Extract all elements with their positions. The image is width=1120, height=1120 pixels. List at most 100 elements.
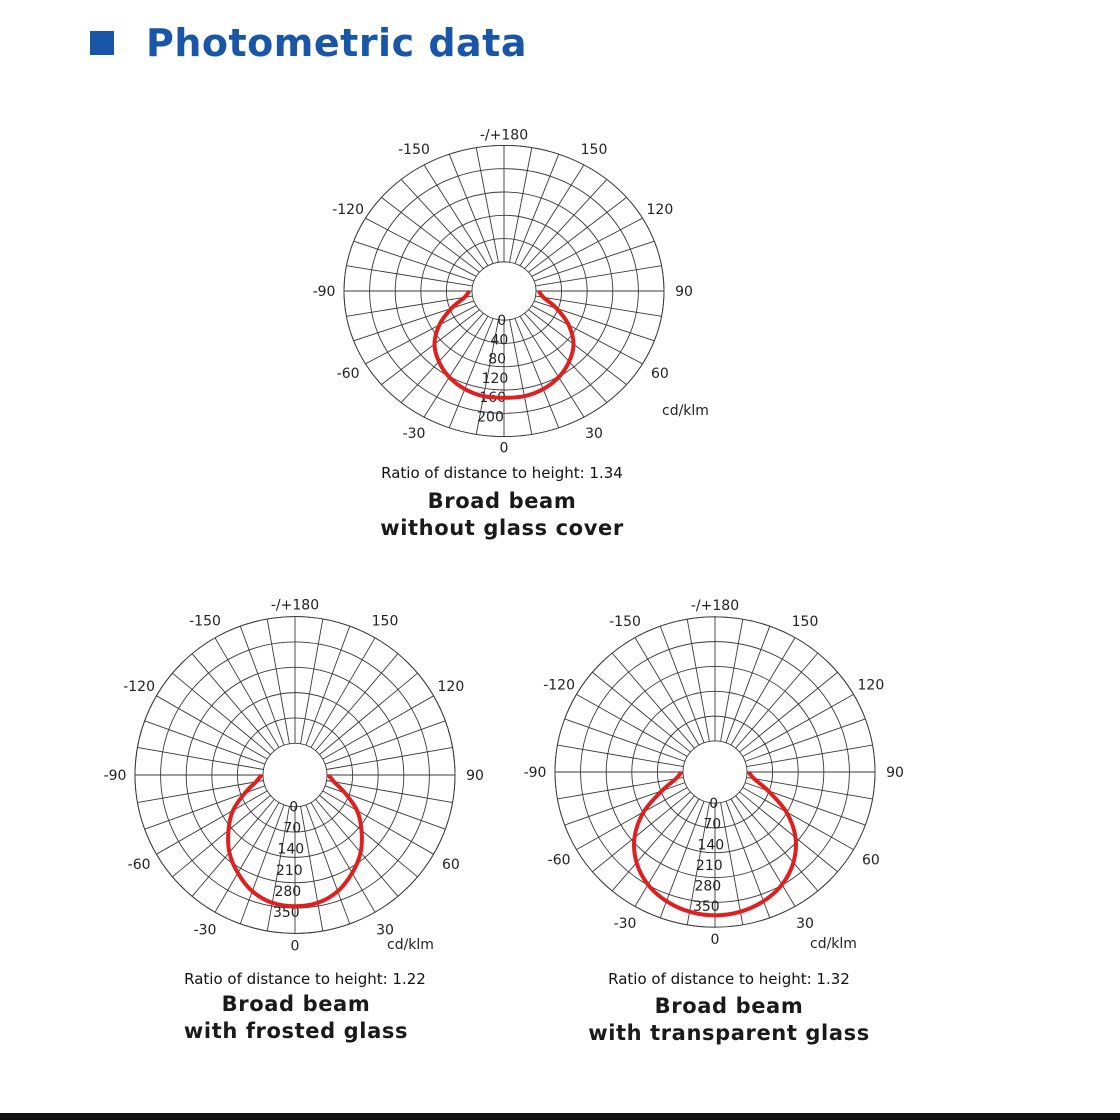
radial-tick-label: 280 (694, 879, 721, 895)
angle-tick-label: -150 (398, 142, 430, 158)
grid-spoke (137, 780, 264, 803)
radial-tick-label: 140 (697, 837, 724, 853)
grid-spoke (191, 653, 275, 752)
radial-tick-label: 200 (477, 409, 504, 425)
grid-spoke (730, 798, 796, 907)
grid-spoke (322, 790, 434, 855)
grid-spoke (746, 744, 873, 768)
angle-tick-label: -60 (548, 852, 571, 868)
chart-caption-line: Broad beam (655, 994, 804, 1018)
grid-spoke (592, 791, 691, 873)
grid-spoke (739, 791, 838, 873)
grid-spoke (353, 240, 475, 282)
grid-spoke (324, 720, 446, 765)
grid-spoke (365, 217, 477, 277)
grid-spoke (533, 240, 655, 282)
angle-tick-label: -30 (614, 916, 637, 932)
angle-tick-label: 120 (438, 679, 465, 695)
grid-spoke (365, 305, 477, 365)
grid-spoke (725, 626, 771, 743)
angle-tick-label: -30 (194, 922, 217, 938)
angle-tick-label: -150 (609, 614, 641, 630)
chart-caption-line: Broad beam (222, 992, 371, 1016)
angle-tick-label: -/+180 (480, 127, 528, 143)
unit-label: cd/klm (387, 937, 434, 953)
angle-tick-label: 90 (886, 765, 904, 781)
grid-spoke (735, 795, 819, 892)
grid-spoke (322, 695, 434, 760)
radial-tick-label: 350 (273, 905, 300, 921)
polar-chart-3: -/+180 150 120 90 60 30 0 -30 -60 -90 -120 -150 0 70 1… (524, 598, 904, 1045)
grid-spoke (509, 319, 533, 435)
angle-tick-label: 120 (858, 678, 885, 694)
grid-spoke (535, 295, 662, 317)
grid-spoke (524, 179, 608, 269)
angle-tick-label: 120 (647, 202, 674, 218)
polar-chart-1: -/+180 150 120 90 60 30 0 -30 -60 -90 -120 -150 0 40 8… (313, 127, 709, 540)
grid-spoke (528, 197, 627, 273)
ratio-text: Ratio of distance to height: 1.34 (381, 464, 623, 482)
grid-ring (471, 261, 537, 321)
grid-spoke (509, 147, 533, 263)
angle-tick-label: -/+180 (691, 598, 739, 614)
grid-spoke (576, 787, 688, 850)
grid-spoke (214, 802, 280, 913)
polar-chart-2: -/+180 150 120 90 60 30 0 -30 -60 -90 -120 -150 0 70 1… (104, 598, 484, 1043)
grid-spoke (514, 318, 560, 428)
grid-spoke (172, 672, 271, 755)
grid-spoke (239, 625, 285, 746)
grid-spoke (400, 313, 484, 403)
angle-tick-label: 150 (581, 142, 608, 158)
header-square-icon (90, 31, 114, 55)
radial-tick-label: 210 (696, 858, 723, 874)
grid-spoke (191, 798, 275, 897)
grid-spoke (659, 801, 705, 918)
page-title: Photometric data (146, 21, 527, 65)
grid-spoke (300, 618, 324, 744)
grid-spoke (611, 795, 695, 892)
chart-caption-line: with transparent glass (588, 1021, 870, 1045)
grid-spoke (725, 801, 771, 918)
angle-tick-label: -90 (524, 765, 547, 781)
grid-spoke (137, 747, 264, 770)
radial-tick-label: 0 (497, 313, 506, 329)
grid-ring (682, 740, 748, 804)
angle-tick-label: -90 (104, 768, 127, 784)
unit-label: cd/klm (662, 403, 709, 419)
grid-spoke (531, 305, 643, 365)
radial-tick-label: 70 (703, 817, 721, 833)
grid-spoke (346, 265, 473, 287)
radial-tick-label: 80 (488, 352, 506, 368)
radial-tick-label: 0 (289, 800, 298, 816)
grid-spoke (326, 780, 453, 803)
angle-tick-label: 150 (792, 614, 819, 630)
grid-spoke (730, 637, 796, 746)
angle-tick-label: 0 (291, 938, 300, 954)
angle-tick-label: -/+180 (271, 598, 319, 614)
intensity-curve (632, 770, 798, 918)
grid-spoke (557, 744, 684, 768)
grid-spoke (310, 637, 376, 748)
grid-spoke (346, 295, 473, 317)
angle-tick-label: 60 (651, 366, 669, 382)
chart-caption-line: with frosted glass (184, 1019, 408, 1043)
grid-spoke (156, 790, 268, 855)
angle-tick-label: 60 (862, 852, 880, 868)
grid-spoke (535, 265, 662, 287)
radial-tick-label: 140 (277, 842, 304, 858)
grid-spoke (448, 154, 494, 264)
intensity-curve (226, 773, 364, 909)
grid-spoke (739, 671, 838, 753)
grid-spoke (300, 806, 324, 932)
bottom-rule (0, 1113, 1120, 1120)
grid-spoke (659, 626, 705, 743)
grid-spoke (315, 653, 399, 752)
grid-spoke (528, 309, 627, 385)
grid-spoke (611, 652, 695, 749)
grid-ring (262, 742, 328, 808)
grid-spoke (310, 802, 376, 913)
grid-spoke (266, 806, 290, 932)
grid-spoke (720, 802, 744, 925)
radial-tick-label: 280 (274, 884, 301, 900)
